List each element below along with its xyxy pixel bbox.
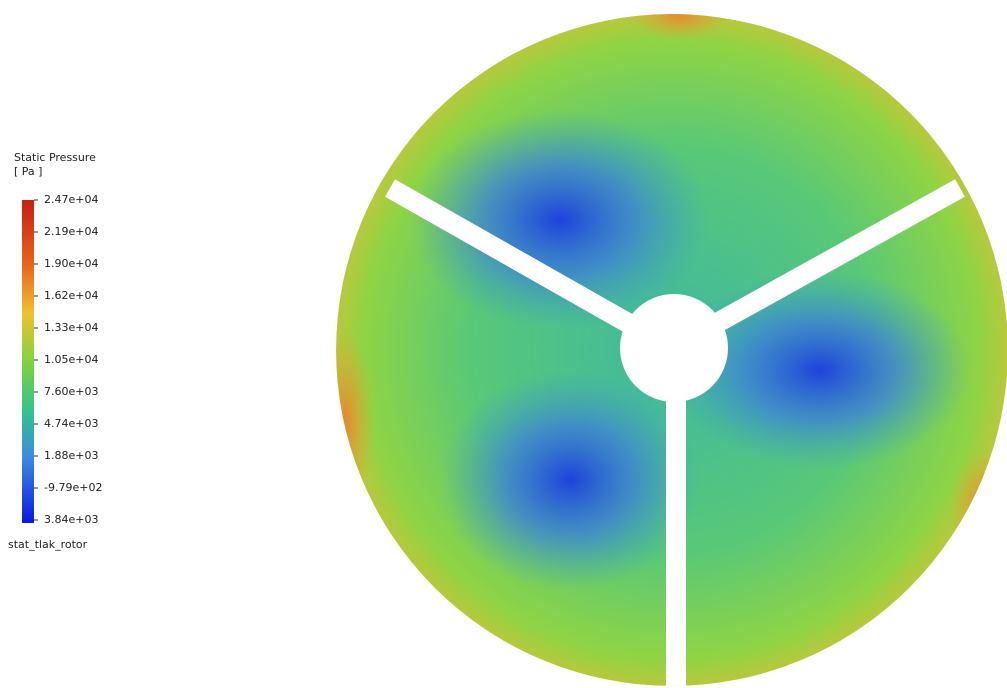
low-pressure [670,270,970,470]
low-pressure [440,370,700,590]
disk [336,14,1007,686]
tick-label: -9.79e+02 [44,481,102,494]
legend-footer: stat_tlak_rotor [8,538,88,551]
tick-label: 2.47e+04 [44,193,98,206]
low-pressure [410,110,710,330]
tick-label: 4.74e+03 [44,417,98,430]
high-pressure [336,330,375,510]
tick-label: 1.05e+04 [44,353,98,366]
tick-label: 7.60e+03 [44,385,98,398]
hub [620,294,728,402]
tick-label: 2.19e+04 [44,225,98,238]
blade [385,179,677,357]
tick-label: 1.90e+04 [44,257,98,270]
tick-label: 3.84e+03 [44,513,98,526]
high-pressure [630,14,730,40]
legend-unit: [ Pa ] [14,165,42,178]
color-bar [22,200,34,523]
legend-title: Static Pressure [14,151,96,164]
tick-label: 1.62e+04 [44,289,98,302]
tick-label: 1.88e+03 [44,449,98,462]
tick-label: 1.33e+04 [44,321,98,334]
